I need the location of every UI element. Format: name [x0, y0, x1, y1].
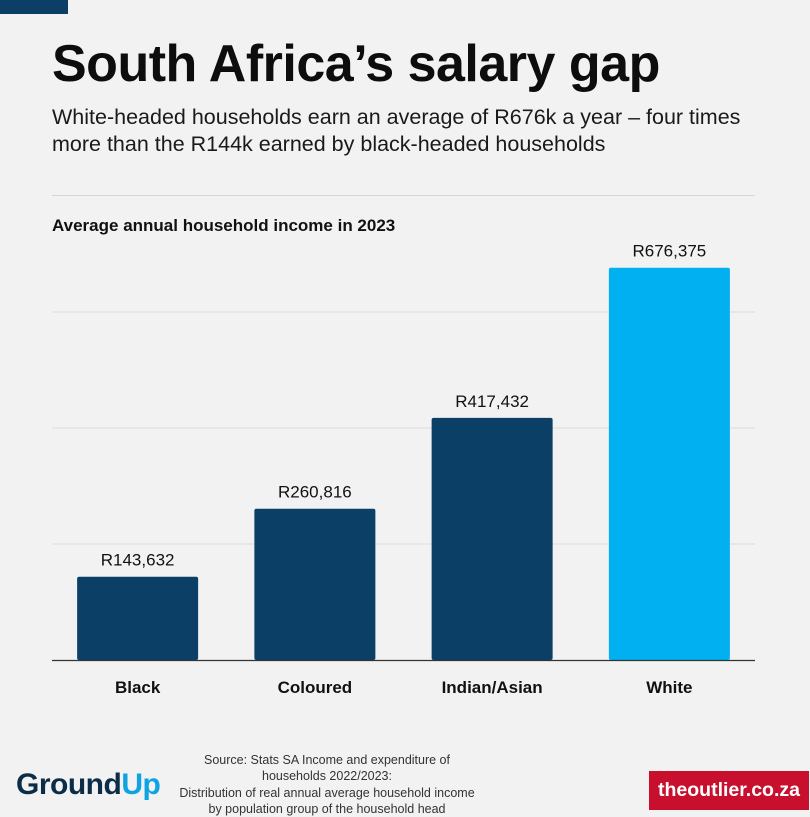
source-note: Source: Stats SA Income and expenditure …: [172, 752, 482, 817]
top-accent-bar: [0, 0, 68, 14]
source-line-3: by population group of the household hea…: [208, 801, 446, 816]
bar-black: [77, 576, 199, 660]
source-line-2: Distribution of real annual average hous…: [179, 785, 475, 800]
groundup-logo-ground: Ground: [16, 768, 122, 801]
category-label-indian-asian: Indian/Asian: [442, 678, 543, 697]
bar-indian-asian: [431, 417, 553, 660]
data-label-coloured: R260,816: [278, 483, 352, 502]
chart-heading: Average annual household income in 2023: [52, 216, 396, 235]
category-label-black: Black: [115, 678, 161, 697]
bar-white: [608, 267, 730, 660]
category-label-white: White: [646, 678, 692, 697]
page-subtitle: White-headed households earn an average …: [52, 105, 741, 156]
category-label-coloured: Coloured: [278, 678, 353, 697]
source-line-1: Source: Stats SA Income and expenditure …: [204, 753, 450, 784]
outlier-logo[interactable]: theoutlier.co.za: [649, 771, 809, 810]
page-title: South Africa’s salary gap: [52, 35, 660, 93]
header-divider: [52, 195, 755, 196]
groundup-logo-up: Up: [121, 768, 161, 801]
groundup-logo[interactable]: GroundUp: [16, 768, 161, 802]
bar-coloured: [254, 508, 376, 660]
data-label-white: R676,375: [633, 242, 707, 261]
data-label-black: R143,632: [101, 551, 175, 570]
data-label-indian-asian: R417,432: [455, 392, 529, 411]
